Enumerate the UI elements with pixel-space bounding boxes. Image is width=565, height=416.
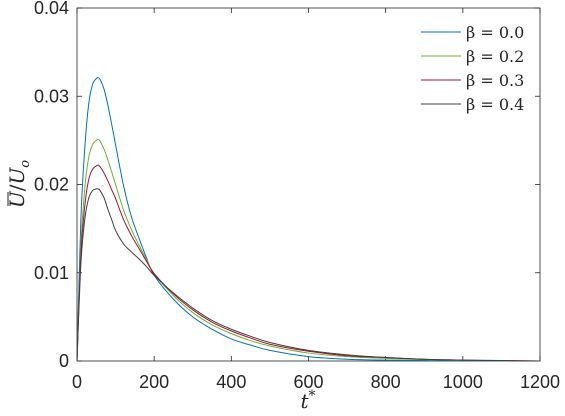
- y-axis-label: U/Uo: [5, 160, 33, 208]
- svg-text:U/Uo: U/Uo: [5, 160, 33, 208]
- x-tick-label: 600: [293, 372, 323, 392]
- plot-area: [76, 7, 541, 362]
- legend: β = 0.0 β = 0.2 β = 0.3 β = 0.4: [421, 23, 524, 114]
- axis-ticks: 0 200 400 600 800 1000 1200 0 0.01 0.02 0.03 0.04: [34, 0, 560, 392]
- y-tick-label: 0.04: [34, 0, 69, 18]
- series-lines: [76, 77, 541, 362]
- x-tick-label: 0: [72, 372, 82, 392]
- svg-text:t*: t*: [300, 388, 315, 413]
- series-line-2: [76, 164, 541, 362]
- x-tick-label: 200: [139, 372, 169, 392]
- y-tick-label: 0: [59, 351, 69, 371]
- legend-label-2: β = 0.3: [466, 71, 524, 90]
- x-tick-label: 1200: [520, 372, 560, 392]
- series-line-1: [76, 138, 541, 362]
- x-tick-label: 800: [371, 372, 401, 392]
- legend-label-3: β = 0.4: [466, 95, 524, 114]
- series-line-0: [76, 77, 541, 362]
- legend-label-0: β = 0.0: [466, 23, 524, 42]
- x-tick-label: 400: [216, 372, 246, 392]
- legend-label-1: β = 0.2: [466, 47, 524, 66]
- y-tick-label: 0.02: [34, 175, 69, 195]
- series-line-3: [76, 188, 541, 362]
- y-tick-label: 0.01: [34, 263, 69, 283]
- y-tick-label: 0.03: [34, 86, 69, 106]
- x-tick-label: 1000: [443, 372, 483, 392]
- x-axis-label: t*: [300, 388, 315, 413]
